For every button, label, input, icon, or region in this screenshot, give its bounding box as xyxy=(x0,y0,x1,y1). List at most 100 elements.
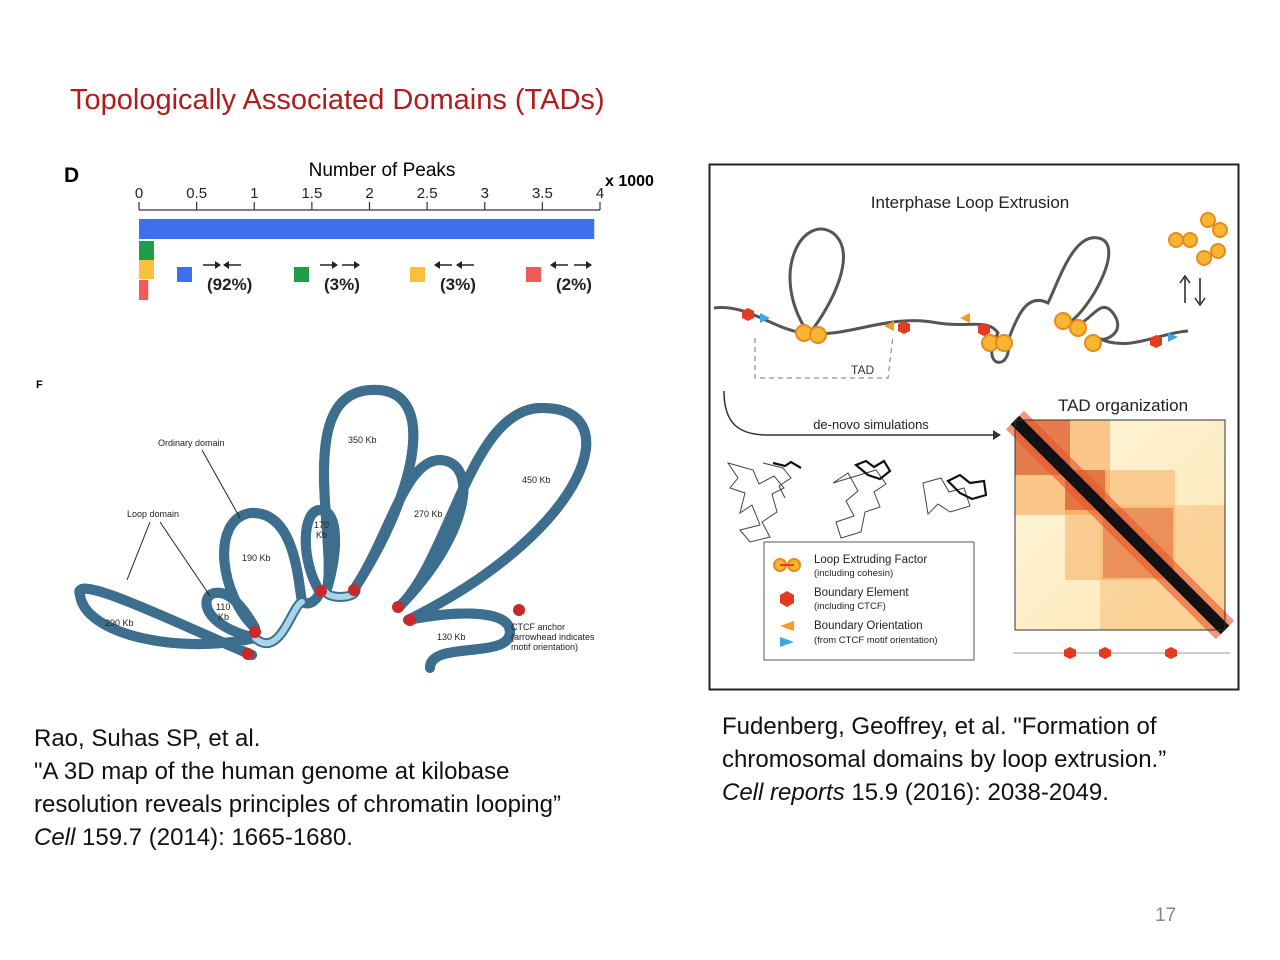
label-190kb: 190 Kb xyxy=(242,553,271,563)
bar-4 xyxy=(139,280,149,300)
figure-d-axis-title: Number of Peaks xyxy=(309,160,456,181)
label-170kb-a: 170 xyxy=(314,520,329,530)
ctcf-anchors xyxy=(242,584,525,660)
ctcf-anchor-icon xyxy=(404,614,416,626)
citation-rao: Rao, Suhas SP, et al. "A 3D map of the h… xyxy=(34,722,561,854)
label-270kb: 270 Kb xyxy=(414,509,443,519)
orientation-right-icon xyxy=(780,637,794,647)
simulations-arrow xyxy=(723,390,993,436)
label-ordinary-domain: Ordinary domain xyxy=(158,438,225,448)
tad-bracket xyxy=(754,334,894,379)
legend-lef-sub: (including cohesin) xyxy=(814,568,893,579)
contact-heatmap xyxy=(1005,410,1235,640)
label-350kb: 350 Kb xyxy=(348,435,377,445)
citation-rao-journal: Cell xyxy=(34,824,76,851)
citation-rao-line4: Cell 159.7 (2014): 1665-1680. xyxy=(34,821,561,854)
arrowhead-icon xyxy=(550,261,556,269)
orientation-left-icon xyxy=(780,621,794,631)
polymer-highlight xyxy=(772,459,988,501)
label-290kb: 290 Kb xyxy=(105,618,134,628)
legend-item-3: (3%) xyxy=(410,261,476,294)
citation-fudenberg-rest: 15.9 (2016): 2038-2049. xyxy=(844,779,1109,806)
ctcf-anchor-icon xyxy=(348,584,360,596)
legend-lef: Loop Extruding Factor xyxy=(814,554,927,566)
ctcf-anchor-icon xyxy=(392,601,404,613)
arrowhead-icon xyxy=(215,261,221,269)
figure-loop-extrusion: Interphase Loop Extrusion TAD xyxy=(708,163,1240,691)
label-loop-domain: Loop domain xyxy=(127,509,179,519)
label-170kb-b: Kb xyxy=(316,530,327,540)
figure-d-legend: (92%) (3%) (3%) (2%) xyxy=(177,261,592,294)
arrowhead-icon xyxy=(434,261,440,269)
label-450kb: 450 Kb xyxy=(522,475,551,485)
legend-item-1: (92%) xyxy=(177,261,252,294)
citation-fudenberg-line2: chromosomal domains by loop extrusion.” xyxy=(722,746,1167,773)
legend-item-4: (2%) xyxy=(526,261,592,294)
x-tick-label: 1 xyxy=(250,185,258,202)
extrusion-legend: Loop Extruding Factor (including cohesin… xyxy=(763,541,975,661)
chromatin-fiber xyxy=(713,227,1189,364)
arrowhead-icon xyxy=(223,261,229,269)
citation-rao-line2: "A 3D map of the human genome at kilobas… xyxy=(34,758,510,785)
bar-1 xyxy=(139,219,595,239)
arrowhead-icon xyxy=(332,261,338,269)
legend-bo-sub: (from CTCF motif orientation) xyxy=(814,635,938,646)
ctcf-anchor-icon xyxy=(242,648,254,660)
legend-bo: Boundary Orientation xyxy=(814,620,923,632)
ctcf-anchor-icon xyxy=(315,585,327,597)
x-tick-label: 3.5 xyxy=(532,185,553,202)
legend-swatch xyxy=(526,267,541,282)
citation-fudenberg-line1: Fudenberg, Geoffrey, et al. "Formation o… xyxy=(722,713,1157,740)
citation-fudenberg: Fudenberg, Geoffrey, et al. "Formation o… xyxy=(722,710,1166,809)
tad-organization-label: TAD organization xyxy=(1058,396,1188,415)
x-tick-label: 2 xyxy=(365,185,373,202)
figure-d-axis-unit: x 1000 xyxy=(605,173,654,190)
figure-d-panel-label: D xyxy=(64,164,79,187)
boundary-element-legend-icon xyxy=(780,591,794,607)
x-tick-label: 1.5 xyxy=(301,185,322,202)
polymer-snapshots xyxy=(726,462,971,543)
chromatin-fiber xyxy=(79,390,586,673)
boundary-orientation-arrows xyxy=(760,313,1178,342)
arrowhead-icon xyxy=(586,261,592,269)
figure-r-title: Interphase Loop Extrusion xyxy=(871,193,1069,212)
label-110kb-b: Kb xyxy=(218,612,229,622)
page-number: 17 xyxy=(1155,905,1177,926)
legend-be-sub: (including CTCF) xyxy=(814,601,886,612)
label-ctcf-arrowhead: (arrowhead indicates xyxy=(511,632,595,642)
label-pointers xyxy=(126,449,241,597)
x-tick-label: 0.5 xyxy=(186,185,207,202)
citation-rao-line1: Rao, Suhas SP, et al. xyxy=(34,725,261,752)
citation-rao-line3: resolution reveals principles of chromat… xyxy=(34,791,561,818)
x-tick-label: 2.5 xyxy=(417,185,438,202)
label-110kb-a: 110 xyxy=(216,602,230,612)
legend-percent: (92%) xyxy=(207,275,252,294)
figure-f-loop-diagram: F Ordinary domain Loop domain 290 Kb 110… xyxy=(36,379,595,673)
legend-swatch xyxy=(410,267,425,282)
citation-fudenberg-journal: Cell reports xyxy=(722,779,845,806)
label-ctcf-orientation: motif orientation) xyxy=(511,642,578,652)
bar-2 xyxy=(139,241,154,260)
boundary-elements xyxy=(742,308,1162,348)
tad-label: TAD xyxy=(851,363,874,377)
arrowhead-icon xyxy=(456,261,462,269)
lef-markers xyxy=(795,212,1228,352)
citation-fudenberg-line3: Cell reports 15.9 (2016): 2038-2049. xyxy=(722,776,1166,809)
exchange-arrows-icon xyxy=(1179,274,1206,307)
legend-swatch xyxy=(177,267,192,282)
x-tick-label: 0 xyxy=(135,185,143,202)
label-130kb: 130 Kb xyxy=(437,632,466,642)
arrowhead-icon xyxy=(354,261,360,269)
simulations-label: de-novo simulations xyxy=(813,417,929,432)
figure-f-panel-label: F xyxy=(36,379,43,391)
legend-swatch xyxy=(294,267,309,282)
legend-percent: (3%) xyxy=(440,275,476,294)
heatmap-boundary-track xyxy=(1013,647,1230,659)
legend-percent: (2%) xyxy=(556,275,592,294)
legend-item-2: (3%) xyxy=(294,261,360,294)
legend-percent: (3%) xyxy=(324,275,360,294)
figure-d-bars xyxy=(139,219,595,300)
label-ctcf-anchor: CTCF anchor xyxy=(511,622,565,632)
x-tick-label: 4 xyxy=(596,185,604,202)
legend-be: Boundary Element xyxy=(814,587,909,599)
